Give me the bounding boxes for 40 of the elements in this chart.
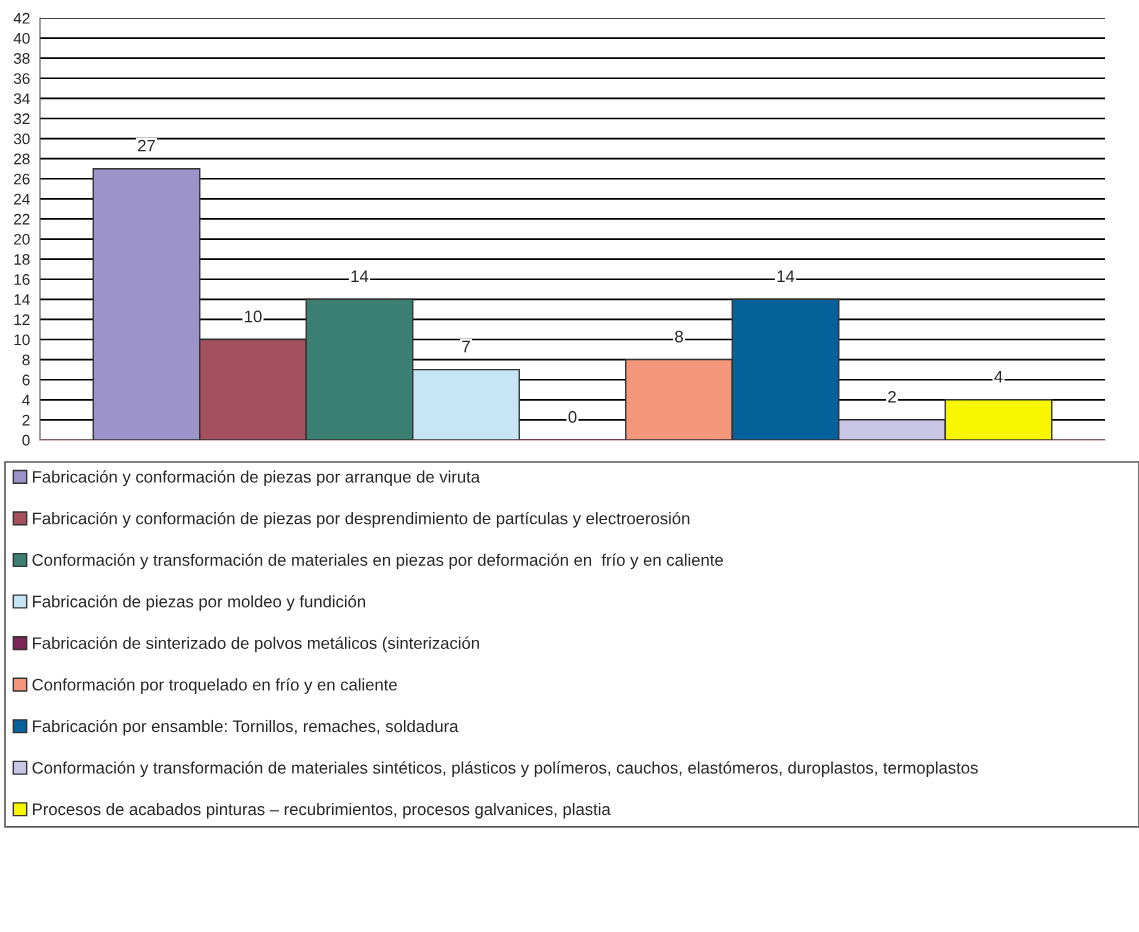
y-tick-label: 34: [13, 93, 30, 105]
data-label: 14: [351, 270, 369, 282]
data-label: 4: [994, 371, 1003, 383]
y-tick-label: 16: [14, 274, 30, 285]
y-tick-label: 18: [14, 254, 30, 265]
y-tick-label: 4: [22, 394, 30, 406]
data-label: 14: [777, 270, 795, 282]
y-tick-label: 10: [14, 334, 30, 346]
y-tick-label: 38: [13, 53, 30, 64]
legend-label: Fabricación por ensamble: Tornillos, remaches, soldadura: [33, 719, 459, 736]
y-tick-label: 32: [13, 113, 30, 125]
y-tick-label: 24: [14, 193, 30, 205]
data-label: 7: [462, 340, 470, 353]
legend-label: Fabricación y conformación de piezas por arranque de viruta: [33, 470, 481, 487]
y-tick-label: 26: [14, 173, 30, 185]
y-tick-label: 30: [13, 133, 30, 145]
data-label: 8: [675, 330, 683, 343]
y-tick-label: 40: [13, 32, 30, 44]
y-tick-label: 12: [14, 314, 30, 325]
data-label: 2: [888, 390, 896, 403]
y-tick-label: 28: [14, 153, 30, 165]
y-tick-label: 8: [22, 354, 30, 366]
legend-label: Procesos de acabados pinturas – recubrimientos, procesos galvanices, plastia: [33, 802, 611, 819]
y-tick-label: 2: [22, 414, 30, 426]
y-tick-label: 42: [13, 12, 30, 24]
legend-label: Fabricación de sinterizado de polvos metálicos (sinterización: [33, 636, 479, 653]
legend-label: Conformación por troquelado en frío y en caliente: [32, 678, 397, 694]
data-label: 10: [245, 310, 262, 323]
y-tick-label: 6: [22, 374, 30, 386]
legend-label: Conformación y transformación de materiales en piezas por deformación en frío y en caliente: [32, 553, 723, 570]
y-tick-label: 20: [14, 233, 30, 245]
y-tick-label: 22: [14, 213, 30, 225]
data-label: 27: [138, 139, 155, 152]
legend-label: Fabricación de piezas por moldeo y fundición: [33, 595, 366, 611]
y-tick-label: 36: [13, 73, 30, 84]
data-label: 0: [568, 411, 577, 423]
y-tick-label: 14: [14, 294, 30, 305]
legend-label: Conformación y transformación de materiales sintéticos, plásticos y polímeros, cauchos, elastómeros, duroplastos, termoplastos: [32, 761, 978, 778]
y-tick-label: 0: [22, 434, 30, 446]
legend-label: Fabricación y conformación de piezas por desprendimiento de partículas y electroerosión: [33, 511, 690, 528]
